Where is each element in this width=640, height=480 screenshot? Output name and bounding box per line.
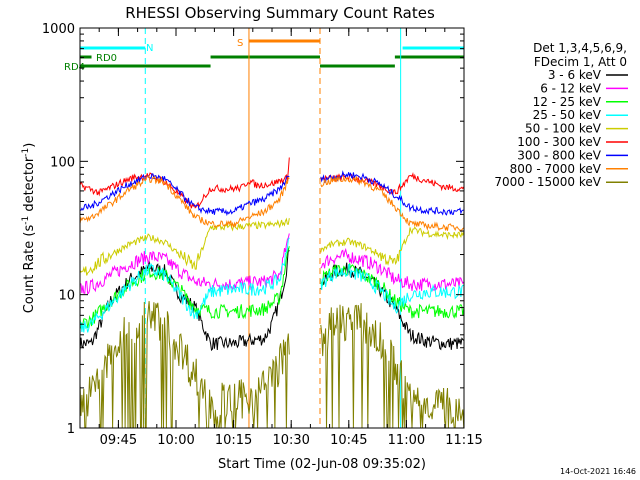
y-axis-label: Count Rate (s-1 detector-1) <box>21 143 37 314</box>
legend-label: 6 - 12 keV <box>540 81 602 95</box>
flag-label: S <box>237 38 243 49</box>
footer-timestamp: 14-Oct-2021 16:46 <box>560 467 636 476</box>
series-line <box>320 263 465 320</box>
legend-label: 3 - 6 keV <box>548 68 602 82</box>
y-label-part2: detector <box>22 156 37 216</box>
x-tick-label: 11:00 <box>388 433 425 448</box>
series-line <box>79 233 290 295</box>
series-line <box>320 264 464 314</box>
legend-header-line-2: FDecim 1, Att 0 <box>534 55 627 69</box>
y-tick-label: 1000 <box>42 22 75 37</box>
y-label-sup: -1 <box>21 216 31 225</box>
series-line <box>320 170 464 216</box>
legend-label: 300 - 800 keV <box>517 148 601 162</box>
legend-label: 800 - 7000 keV <box>510 162 602 176</box>
legend-label: 7000 - 15000 keV <box>494 175 601 189</box>
flag-label: RD0 <box>96 53 117 64</box>
series-line <box>79 246 290 329</box>
series-line <box>79 175 290 228</box>
y-label-part: Count Rate (s <box>22 225 37 314</box>
x-tick-label: 10:00 <box>157 433 194 448</box>
y-tick-label: 10 <box>58 289 75 304</box>
axes: 09:45 10:00 10:15 10:30 10:45 11:00 11:15 1 10 10… <box>42 22 483 448</box>
y-label-end: ) <box>22 143 37 148</box>
series-line <box>79 217 290 276</box>
observing-flags: N S RD0 RD4 <box>64 38 464 73</box>
x-tick-label: 09:45 <box>100 433 137 448</box>
series-line <box>79 301 290 429</box>
series-line <box>320 247 465 293</box>
y-tick-label: 100 <box>50 155 75 170</box>
x-tick-label: 10:30 <box>272 433 309 448</box>
series-line <box>320 303 465 429</box>
flag-label: RD4 <box>64 62 85 73</box>
legend-header-line-1: Det 1,3,4,5,6,9, <box>533 41 627 55</box>
series-lines <box>79 157 465 429</box>
series-line <box>79 237 290 333</box>
legend-label: 25 - 50 keV <box>533 108 602 122</box>
series-line <box>79 173 290 217</box>
series-line <box>320 175 465 232</box>
legend-label: 50 - 100 keV <box>525 122 602 136</box>
x-axis-label: Start Time (02-Jun-08 09:35:02) <box>218 457 426 472</box>
legend-label: 12 - 25 keV <box>533 95 602 109</box>
chart-title: RHESSI Observing Summary Count Rates <box>125 4 435 22</box>
x-tick-label: 11:15 <box>445 433 482 448</box>
legend: Det 1,3,4,5,6,9, FDecim 1, Att 0 3 - 6 k… <box>494 41 628 189</box>
flag-label: N <box>146 43 153 54</box>
series-line <box>320 226 465 266</box>
y-tick-label: 1 <box>67 422 75 437</box>
x-tick-label: 10:15 <box>215 433 252 448</box>
x-tick-label: 10:45 <box>330 433 367 448</box>
y-label-sup2: -1 <box>21 148 31 157</box>
legend-label: 100 - 300 keV <box>517 135 601 149</box>
